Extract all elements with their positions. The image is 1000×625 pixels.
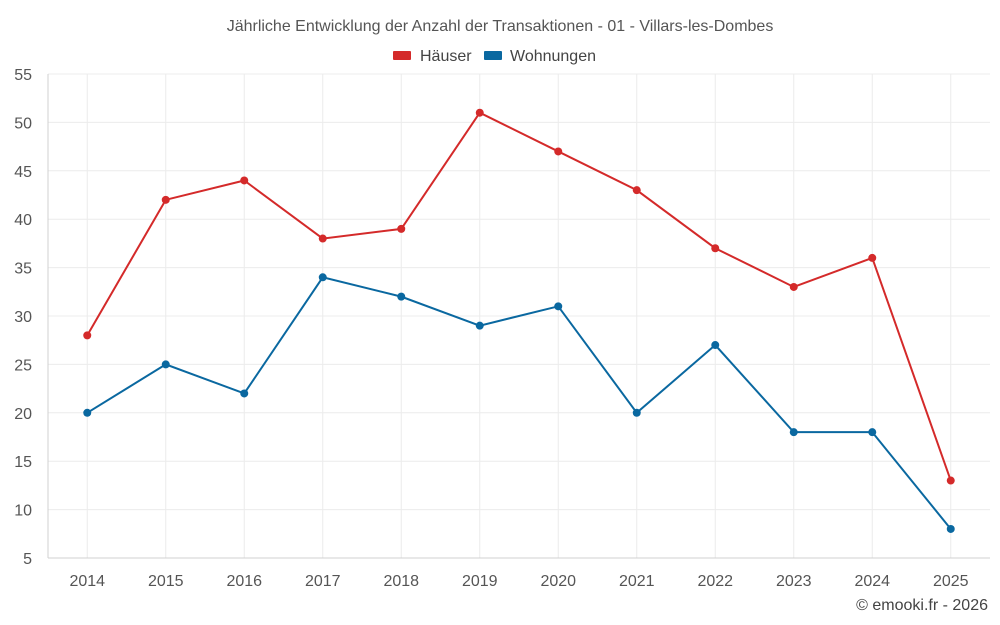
legend-swatch — [393, 51, 411, 60]
chart-title: Jährliche Entwicklung der Anzahl der Tra… — [227, 18, 774, 35]
x-tick-label: 2024 — [854, 573, 890, 590]
data-point-haeuser[interactable] — [240, 176, 249, 185]
series-line-haeuser — [86, 111, 952, 481]
x-tick-label: 2016 — [226, 573, 262, 590]
data-point-wohnungen[interactable] — [161, 360, 170, 369]
data-point-haeuser[interactable] — [789, 282, 798, 291]
x-tick-label: 2017 — [305, 573, 341, 590]
data-point-haeuser[interactable] — [868, 253, 877, 262]
data-point-haeuser[interactable] — [161, 195, 170, 204]
data-point-wohnungen[interactable] — [711, 341, 720, 350]
x-tick-label: 2023 — [776, 573, 812, 590]
data-point-haeuser[interactable] — [711, 244, 720, 253]
series-wohnungen — [83, 273, 955, 533]
legend-label: Häuser — [420, 48, 472, 65]
data-point-wohnungen[interactable] — [397, 292, 406, 301]
y-tick-label: 55 — [14, 67, 32, 84]
x-tick-label: 2021 — [619, 573, 655, 590]
data-point-haeuser[interactable] — [397, 224, 406, 233]
data-point-haeuser[interactable] — [83, 331, 92, 340]
data-point-wohnungen[interactable] — [318, 273, 327, 282]
legend-swatch — [484, 51, 502, 60]
data-point-haeuser[interactable] — [475, 108, 484, 117]
legend-label: Wohnungen — [510, 48, 596, 65]
y-tick-label: 15 — [14, 454, 32, 471]
y-tick-label: 10 — [14, 503, 32, 520]
data-point-wohnungen[interactable] — [240, 389, 249, 398]
y-tick-label: 20 — [14, 406, 32, 423]
data-point-haeuser[interactable] — [554, 147, 563, 156]
x-tick-label: 2018 — [383, 573, 419, 590]
x-tick-label: 2022 — [697, 573, 733, 590]
x-tick-label: 2025 — [933, 573, 969, 590]
data-point-haeuser[interactable] — [318, 234, 327, 243]
legend-item-wohnungen[interactable]: Wohnungen — [484, 48, 596, 65]
x-tick-label: 2014 — [69, 573, 105, 590]
y-tick-label: 5 — [23, 551, 32, 568]
y-tick-label: 45 — [14, 164, 32, 181]
legend: Häuser Wohnungen — [393, 48, 596, 65]
data-point-wohnungen[interactable] — [475, 321, 484, 330]
data-point-haeuser[interactable] — [632, 186, 641, 195]
copyright-credit: © emooki.fr - 2026 — [856, 597, 988, 614]
data-point-wohnungen[interactable] — [83, 408, 92, 417]
series — [83, 108, 955, 533]
series-haeuser — [83, 108, 955, 485]
y-tick-label: 30 — [14, 309, 32, 326]
series-line-wohnungen — [86, 276, 952, 530]
legend-item-haeuser[interactable]: Häuser — [393, 48, 472, 65]
y-tick-label: 25 — [14, 357, 32, 374]
data-point-wohnungen[interactable] — [554, 302, 563, 311]
data-point-wohnungen[interactable] — [789, 428, 798, 437]
data-point-haeuser[interactable] — [946, 476, 955, 485]
data-point-wohnungen[interactable] — [946, 524, 955, 533]
y-tick-label: 50 — [14, 115, 32, 132]
x-tick-label: 2020 — [540, 573, 576, 590]
y-tick-label: 35 — [14, 261, 32, 278]
x-tick-label: 2015 — [148, 573, 184, 590]
x-tick-label: 2019 — [462, 573, 498, 590]
data-point-wohnungen[interactable] — [868, 428, 877, 437]
data-point-wohnungen[interactable] — [632, 408, 641, 417]
y-tick-label: 40 — [14, 212, 32, 229]
